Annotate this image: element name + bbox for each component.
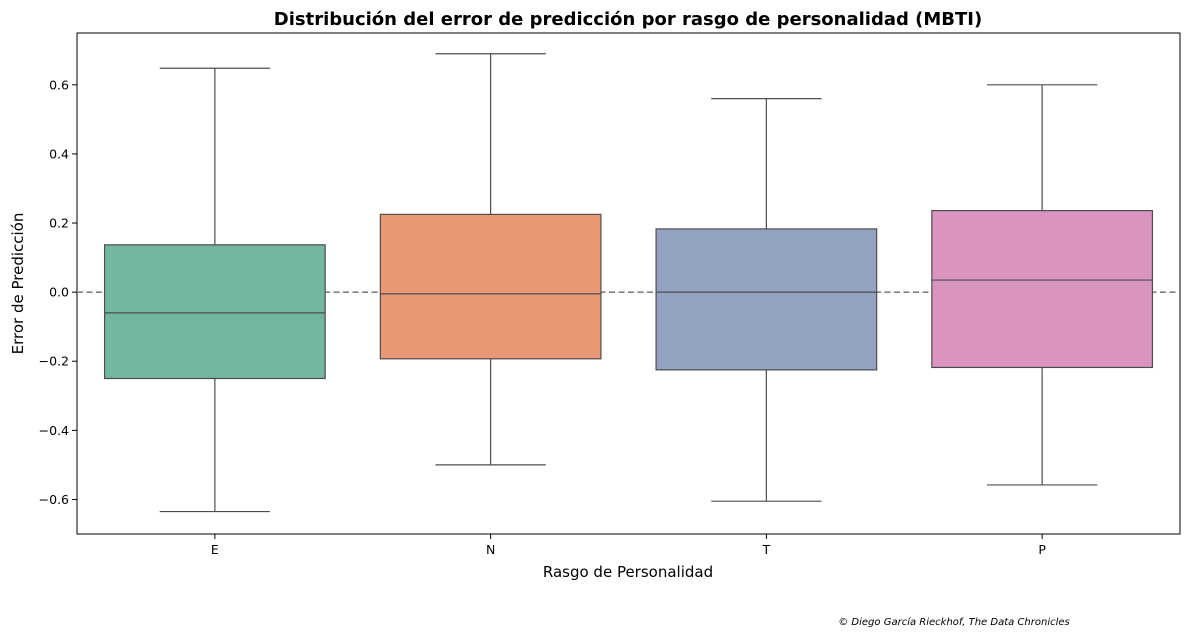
y-tick-label: 0.6 — [49, 77, 69, 92]
y-tick-label: −0.2 — [39, 354, 69, 369]
box-p — [931, 84, 1154, 486]
y-axis: −0.6 −0.4 −0.2 0.0 0.2 0.4 0.6 — [39, 77, 77, 507]
box-t — [655, 98, 878, 502]
x-tick-label: N — [486, 542, 495, 557]
x-axis-label: Rasgo de Personalidad — [543, 563, 713, 581]
y-tick-label: 0.2 — [49, 216, 69, 231]
x-tick-label: T — [762, 542, 771, 557]
iqr-box — [931, 209, 1154, 369]
plot-area — [76, 32, 1181, 535]
y-axis-label: Error de Predicción — [9, 213, 27, 355]
iqr-box — [379, 213, 602, 360]
credit-text: © Diego García Rieckhof, The Data Chroni… — [838, 616, 1070, 628]
y-tick-label: −0.6 — [39, 492, 69, 507]
x-tick-label: E — [211, 542, 219, 557]
box-n — [379, 53, 602, 466]
y-tick-label: 0.4 — [49, 146, 69, 161]
iqr-box — [655, 228, 878, 371]
boxes-group — [103, 53, 1154, 513]
y-tick-label: −0.4 — [39, 423, 69, 438]
iqr-box — [103, 244, 326, 380]
x-tick-label: P — [1038, 542, 1046, 557]
box-e — [103, 67, 326, 513]
y-tick-label: 0.0 — [49, 285, 69, 300]
chart-title: Distribución del error de predicción por… — [274, 9, 982, 30]
